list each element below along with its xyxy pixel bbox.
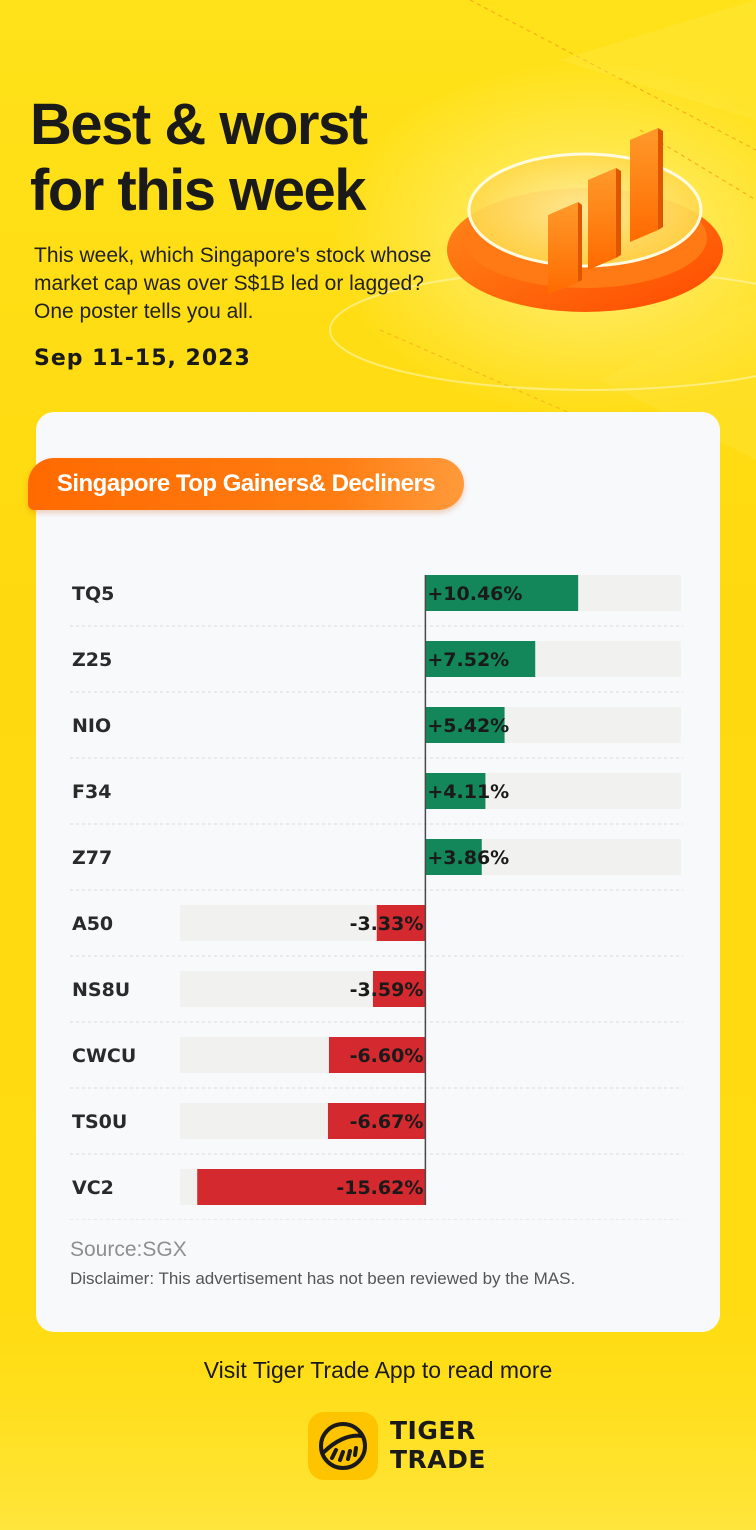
title-line-2: for this week xyxy=(30,158,367,223)
source-note: Source:SGX xyxy=(70,1238,187,1261)
bar-ns8u xyxy=(372,971,426,1007)
bar-chart: TQ5 +10.46% Z25 +7.52% NIO +5.42% F34 +4.11% Z77… xyxy=(70,560,683,1220)
value-label-z77: +3.86% xyxy=(427,847,509,869)
value-label-z25: +7.52% xyxy=(427,649,509,671)
bar-vc2 xyxy=(197,1169,426,1205)
bar-tq5 xyxy=(425,575,579,611)
tick-label-ts0u: TS0U xyxy=(72,1111,127,1133)
bar-f34 xyxy=(425,773,486,809)
tick-label-a50: A50 xyxy=(72,913,113,935)
date-range: Sep 11-15, 2023 xyxy=(34,346,251,371)
tick-label-ns8u: NS8U xyxy=(72,979,130,1001)
tick-label-z77: Z77 xyxy=(72,847,112,869)
value-label-nio: +5.42% xyxy=(427,715,509,737)
tick-label-z25: Z25 xyxy=(72,649,112,671)
bar-a50 xyxy=(376,905,426,941)
bar-cwcu xyxy=(328,1037,426,1073)
cta-text: Visit Tiger Trade App to read more xyxy=(203,1357,553,1383)
page-subtitle: This week, which Singapore's stock whose… xyxy=(34,244,432,323)
tick-label-cwcu: CWCU xyxy=(72,1045,136,1067)
bar-ts0u xyxy=(327,1103,426,1139)
brand-line-1: TIGER xyxy=(390,1416,476,1445)
bar-nio xyxy=(425,707,505,743)
value-label-f34: +4.11% xyxy=(427,781,509,803)
value-label-cwcu: -6.60% xyxy=(350,1045,424,1067)
disclaimer-note: Disclaimer: This advertisement has not b… xyxy=(70,1269,576,1288)
brand-name: TIGER TRADE xyxy=(390,1416,486,1474)
bar-z25 xyxy=(425,641,536,677)
brand-line-2: TRADE xyxy=(390,1445,486,1474)
tick-label-vc2: VC2 xyxy=(72,1177,114,1199)
page-title: Best & worst for this week xyxy=(30,92,450,224)
value-label-ns8u: -3.59% xyxy=(350,979,424,1001)
value-label-tq5: +10.46% xyxy=(427,583,522,605)
value-label-vc2: -15.62% xyxy=(336,1177,423,1199)
tick-label-f34: F34 xyxy=(72,781,111,803)
bar-chart-podium-icon xyxy=(447,128,723,312)
tick-label-nio: NIO xyxy=(72,715,111,737)
bar-chart-svg: TQ5 +10.46% Z25 +7.52% NIO +5.42% F34 +4.11% Z77… xyxy=(70,575,683,1220)
value-label-a50: -3.33% xyxy=(350,913,424,935)
value-label-ts0u: -6.67% xyxy=(350,1111,424,1133)
chart-heading-pill: Singapore Top Gainers& Decliners xyxy=(28,458,464,510)
bar-z77 xyxy=(425,839,482,875)
tick-label-tq5: TQ5 xyxy=(72,583,114,605)
tiger-logo-icon xyxy=(308,1412,378,1480)
title-line-1: Best & worst xyxy=(30,92,368,157)
